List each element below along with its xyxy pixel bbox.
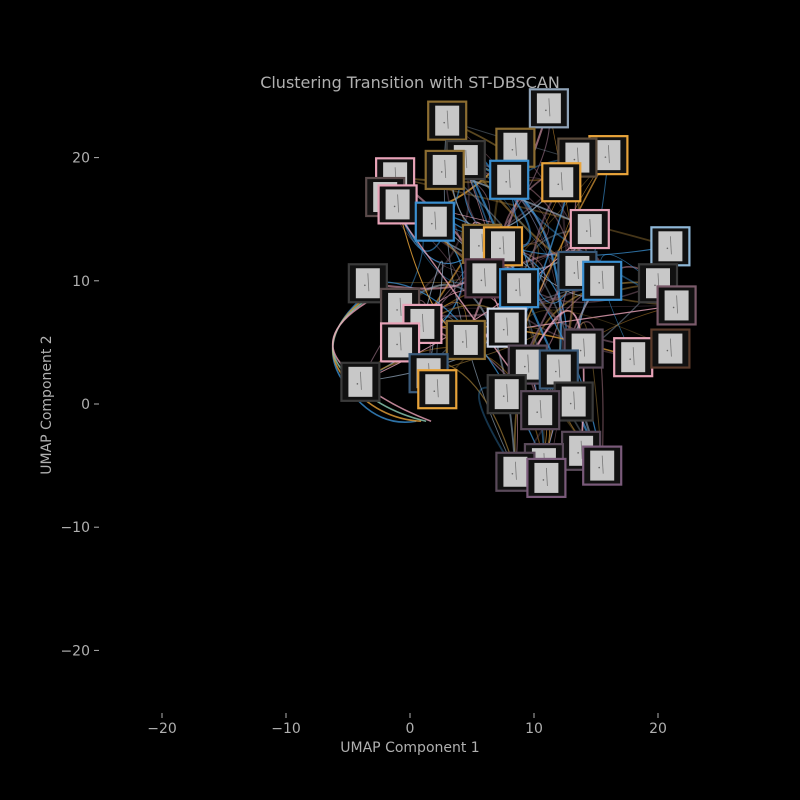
thumbnail [528, 88, 569, 129]
x-tick-label: −20 [147, 721, 177, 737]
thumbnail [526, 457, 567, 499]
thumbnail [489, 159, 530, 200]
trajectory-line [446, 120, 554, 260]
thumbnail-image [658, 333, 683, 364]
thumbnail-image [497, 164, 522, 195]
y-axis-label: UMAP Component 2 [39, 335, 55, 474]
x-tick-label: −10 [271, 721, 301, 737]
thumbnail-image [534, 462, 559, 493]
x-axis: −20 −10 0 10 20 [147, 713, 667, 737]
thumbnail [347, 263, 388, 304]
thumbnail [424, 149, 465, 191]
thumbnail-image [494, 312, 519, 343]
x-tick-label: 0 [406, 721, 415, 737]
x-tick-label: 10 [525, 721, 543, 737]
thumbnail [582, 260, 623, 301]
thumbnail [650, 226, 691, 267]
thumbnail-image [494, 379, 519, 410]
thumbnail-image [432, 154, 457, 185]
thumbnail-image [596, 140, 621, 171]
y-axis: −20 −10 0 10 20 [60, 151, 99, 659]
thumbnail [445, 319, 486, 361]
thumbnail [486, 374, 527, 415]
thumbnail [613, 337, 654, 378]
thumbnail-image [388, 327, 413, 358]
y-tick-label: −10 [60, 520, 90, 536]
thumbnail-image [546, 354, 571, 385]
thumbnail-layer [340, 88, 697, 499]
x-axis-label: UMAP Component 1 [340, 740, 479, 756]
chart-title: Clustering Transition with ST-DBSCAN [260, 73, 560, 92]
plot-area [331, 88, 697, 499]
thumbnail-image [491, 231, 515, 262]
thumbnail-image [590, 265, 615, 296]
thumbnail-image [385, 189, 410, 220]
thumbnail [541, 162, 582, 203]
thumbnail [464, 258, 505, 299]
thumbnail-image [453, 324, 478, 355]
thumbnail-image [503, 132, 528, 163]
thumbnail-image [435, 105, 460, 136]
thumbnail [499, 268, 540, 309]
thumbnail [427, 100, 468, 141]
x-tick-label: 20 [649, 721, 667, 737]
thumbnail-image [664, 290, 689, 321]
thumbnail [377, 184, 418, 225]
y-tick-label: 20 [72, 151, 90, 167]
thumbnail-image [536, 93, 561, 124]
thumbnail [520, 390, 561, 431]
y-tick-label: −20 [60, 643, 90, 659]
thumbnail-image [577, 214, 602, 245]
thumbnail [486, 307, 527, 348]
thumbnail-image [348, 366, 373, 397]
thumbnail [656, 285, 697, 326]
thumbnail [650, 328, 691, 369]
thumbnail-image [503, 456, 528, 487]
thumbnail [569, 208, 610, 250]
trajectory-line [396, 159, 467, 252]
thumbnail-image [590, 450, 615, 481]
thumbnail-image [355, 268, 380, 299]
y-tick-label: 10 [72, 274, 90, 290]
thumbnail-image [561, 386, 586, 417]
thumbnail [417, 369, 458, 410]
y-tick-label: 0 [81, 397, 90, 413]
thumbnail-image [621, 342, 646, 373]
thumbnail [340, 361, 381, 402]
thumbnail [582, 445, 623, 486]
thumbnail-image [425, 374, 450, 405]
thumbnail-image [528, 395, 553, 426]
thumbnail [553, 381, 594, 422]
thumbnail [414, 201, 455, 242]
thumbnail-image [658, 231, 683, 262]
thumbnail-image [422, 206, 447, 237]
trajectory-line [360, 358, 516, 472]
thumbnail-image [507, 273, 532, 304]
thumbnail-image [472, 263, 497, 294]
thumbnail-image [549, 167, 574, 198]
